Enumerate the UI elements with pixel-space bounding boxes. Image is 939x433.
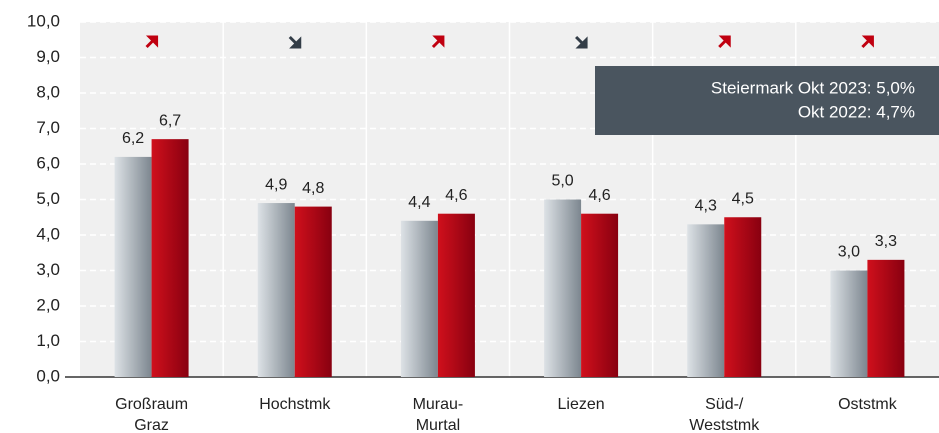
trend-arrow (575, 35, 588, 49)
value-label: 5,0 (551, 173, 573, 190)
bar (294, 206, 332, 377)
y-tick-label: 6,0 (36, 153, 60, 172)
value-label: 4,5 (732, 190, 754, 207)
y-tick-label: 2,0 (36, 295, 60, 314)
annotation-box (595, 66, 939, 135)
x-tick-label: Süd-/ (705, 396, 744, 413)
arrow-shape (288, 35, 302, 49)
value-label: 4,4 (408, 194, 430, 211)
trend-arrow (718, 35, 731, 49)
x-tick-label: Liezen (558, 396, 605, 413)
bar (114, 156, 152, 377)
bar (867, 259, 905, 377)
x-tick-label: Murtal (416, 417, 460, 433)
y-tick-label: 8,0 (36, 82, 60, 101)
x-tick-label: Weststmk (689, 417, 760, 433)
y-tick-label: 4,0 (36, 224, 60, 243)
x-tick-label: Murau- (413, 396, 464, 413)
value-label: 4,6 (445, 187, 467, 204)
arrow-shape (575, 35, 588, 49)
bar (724, 217, 762, 377)
y-tick-label: 3,0 (36, 260, 60, 279)
arrow-shape (718, 35, 731, 49)
x-tick-label: Großraum (115, 396, 188, 413)
bar (581, 213, 619, 377)
value-label: 3,0 (838, 244, 860, 261)
y-tick-label: 7,0 (36, 118, 60, 137)
value-label: 4,3 (695, 198, 717, 215)
value-label: 4,8 (302, 180, 324, 197)
value-label: 4,9 (265, 176, 287, 193)
bar (257, 203, 295, 377)
value-label: 4,6 (588, 187, 610, 204)
arrow-shape (145, 35, 159, 49)
trend-arrow (288, 35, 302, 49)
x-tick-label: Hochstmk (259, 396, 331, 413)
x-tick-label: Oststmk (838, 396, 898, 413)
annotation-text: Steiermark Okt 2023: 5,0% (711, 78, 915, 97)
bar (544, 199, 582, 377)
y-tick-label: 10,0 (27, 11, 60, 30)
bar (687, 224, 725, 377)
y-tick-label: 9,0 (36, 47, 60, 66)
value-label: 3,3 (875, 233, 897, 250)
bar (151, 139, 189, 377)
trend-arrow (431, 35, 445, 49)
arrow-shape (431, 35, 445, 49)
trend-arrow (145, 35, 159, 49)
arrow-shape (861, 35, 874, 49)
y-tick-label: 5,0 (36, 189, 60, 208)
trend-arrow (861, 35, 874, 49)
value-label: 6,2 (122, 130, 144, 147)
value-label: 6,7 (159, 112, 181, 129)
bar (400, 220, 438, 377)
bar (830, 270, 868, 377)
y-tick-label: 1,0 (36, 331, 60, 350)
y-tick-label: 0,0 (36, 366, 60, 385)
x-tick-label: Graz (134, 417, 169, 433)
bar (437, 213, 475, 377)
annotation-text: Okt 2022: 4,7% (798, 102, 915, 121)
